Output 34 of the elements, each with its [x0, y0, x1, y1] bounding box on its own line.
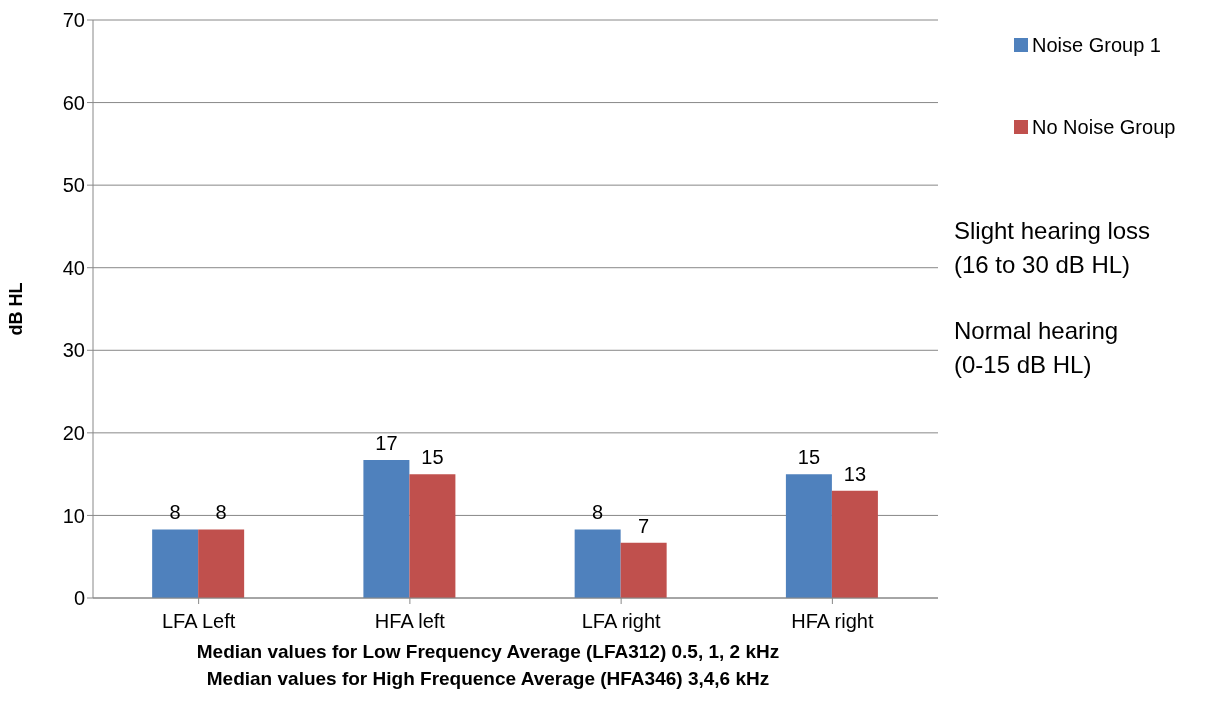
- text: Slight hearing loss (16 to 30 dB HL): [954, 216, 1151, 280]
- x-tick-label: LFA Left: [161, 610, 236, 633]
- y-tick-label: 40: [62, 256, 85, 279]
- x-tick-label: HFA left: [374, 610, 446, 633]
- bar: [831, 490, 878, 598]
- x-tick-label: HFA right: [791, 610, 874, 633]
- y-tick-label: 10: [62, 504, 85, 527]
- bar: [574, 529, 621, 598]
- y-tick-label: 0: [73, 587, 85, 610]
- data-label: 7: [638, 514, 650, 537]
- bar: [363, 460, 410, 598]
- data-label: 8: [169, 501, 181, 524]
- y-tick-label: 60: [62, 91, 85, 114]
- data-label: 17: [375, 432, 398, 455]
- x-tick-label: LFA right: [581, 610, 662, 633]
- legend-label: Noise Group 1: [1032, 33, 1161, 57]
- bar: [620, 542, 667, 598]
- bar: [785, 474, 832, 598]
- y-tick-label: 20: [62, 421, 85, 444]
- data-label: 13: [843, 462, 867, 485]
- legend-label: No Noise Group: [1032, 115, 1176, 139]
- x-axis-title: Median values for Low Frequency Average (LFA312) 0.5, 1, 2 kHz Median values for High Frequence Average (HFA346) 3,4,6 kHz: [195, 640, 781, 691]
- y-tick-label: 50: [62, 174, 85, 197]
- y-tick-label: 70: [62, 9, 85, 32]
- data-label: 8: [215, 501, 227, 524]
- data-label: 8: [592, 501, 604, 524]
- y-tick-label: 30: [62, 339, 85, 362]
- text: Normal hearing (0-15 dB HL): [954, 316, 1119, 380]
- bar: [198, 529, 245, 598]
- data-label: 15: [797, 446, 821, 469]
- bar: [152, 529, 199, 598]
- data-label: 15: [421, 446, 444, 469]
- bar: [409, 474, 456, 598]
- y-axis-title: dB HL: [6, 282, 27, 336]
